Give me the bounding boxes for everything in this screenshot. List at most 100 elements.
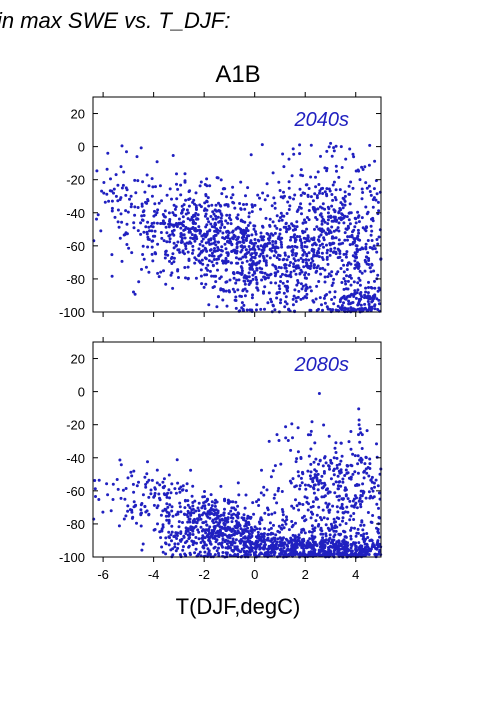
- scatter-point: [332, 517, 336, 521]
- scatter-point: [172, 241, 176, 245]
- scatter-point: [324, 538, 328, 542]
- scatter-point: [351, 452, 355, 456]
- scatter-point: [348, 295, 352, 298]
- scatter-point: [105, 482, 109, 486]
- scatter-point: [361, 489, 365, 493]
- scatter-point: [274, 281, 278, 285]
- scatter-point: [336, 304, 340, 308]
- scatter-point: [193, 227, 197, 230]
- scatter-point: [145, 232, 149, 236]
- scatter-point: [276, 270, 280, 273]
- scatter-point: [328, 536, 332, 540]
- scatter-point: [376, 289, 380, 293]
- scatter-point: [349, 546, 353, 550]
- scatter-point: [290, 541, 294, 545]
- scatter-point: [313, 548, 317, 552]
- x-tick-label: 0: [251, 567, 258, 582]
- scatter-point: [212, 212, 216, 216]
- scatter-point: [368, 305, 372, 309]
- scatter-point: [218, 528, 222, 532]
- scatter-point: [147, 478, 151, 482]
- scatter-point: [343, 474, 347, 477]
- scatter-point: [243, 506, 247, 510]
- scatter-point: [336, 226, 340, 230]
- scatter-point: [117, 225, 121, 229]
- scatter-point: [211, 263, 215, 267]
- scatter-point: [274, 543, 278, 547]
- scatter-point: [176, 481, 180, 485]
- scatter-point: [299, 173, 303, 177]
- scatter-point: [337, 216, 341, 220]
- scatter-point: [310, 420, 314, 424]
- scatter-point: [364, 307, 368, 311]
- scatter-point: [245, 259, 249, 263]
- scatter-point: [175, 458, 179, 462]
- scatter-point: [225, 195, 228, 199]
- scatter-point: [310, 547, 314, 550]
- scatter-point: [153, 202, 157, 206]
- scatter-point: [227, 231, 231, 235]
- scatter-point: [269, 531, 273, 535]
- scatter-point: [281, 214, 284, 218]
- scatter-point: [300, 546, 304, 550]
- scatter-point: [336, 270, 340, 274]
- scatter-point: [351, 230, 354, 234]
- scatter-point: [207, 303, 211, 307]
- scatter-point: [158, 483, 162, 487]
- scatter-point: [312, 263, 316, 267]
- scatter-point: [107, 199, 111, 203]
- scatter-point: [358, 178, 362, 182]
- scatter-point: [183, 252, 186, 256]
- scatter-point: [359, 505, 363, 509]
- scatter-point: [362, 476, 366, 480]
- scatter-point: [282, 190, 285, 194]
- scatter-point: [207, 220, 211, 224]
- scatter-point: [203, 529, 207, 533]
- scatter-point: [354, 256, 358, 260]
- scatter-point: [141, 493, 145, 497]
- scatter-point: [298, 553, 302, 557]
- scatter-point: [241, 255, 245, 259]
- scatter-point: [310, 257, 314, 261]
- scatter-point: [291, 250, 295, 254]
- scatter-point: [102, 181, 106, 184]
- scatter-point: [252, 553, 256, 557]
- scatter-point: [239, 180, 243, 184]
- scatter-point: [282, 257, 286, 261]
- scatter-point: [350, 464, 354, 468]
- scatter-point: [313, 210, 317, 214]
- scatter-point: [375, 192, 379, 196]
- scatter-point: [147, 495, 151, 499]
- scatter-point: [227, 512, 231, 516]
- scatter-point: [235, 271, 239, 275]
- scatter-point: [313, 526, 317, 530]
- scatter-point: [355, 250, 359, 254]
- scatter-point: [236, 288, 240, 292]
- scatter-point: [323, 483, 327, 487]
- scatter-point: [267, 291, 271, 295]
- scatter-point: [329, 214, 333, 218]
- scatter-point: [164, 250, 168, 254]
- scatter-point: [233, 530, 237, 533]
- scatter-point: [344, 227, 348, 231]
- scatter-point: [204, 512, 208, 516]
- scatter-point: [245, 226, 249, 230]
- scatter-point: [376, 273, 380, 277]
- scatter-point: [220, 541, 224, 545]
- scatter-point: [377, 235, 381, 239]
- scatter-point: [312, 487, 316, 491]
- scatter-point: [257, 247, 261, 251]
- scatter-point: [190, 508, 194, 512]
- scatter-point: [326, 228, 330, 232]
- scatter-point: [260, 539, 264, 543]
- scatter-point: [261, 254, 265, 258]
- scatter-point: [132, 490, 136, 494]
- scatter-point: [305, 500, 309, 504]
- scatter-point: [321, 266, 325, 270]
- scatter-point: [236, 516, 240, 520]
- scatter-point: [248, 308, 252, 312]
- scatter-point: [189, 553, 192, 557]
- scatter-point: [140, 548, 144, 552]
- scatter-point: [293, 542, 297, 546]
- scatter-point: [140, 204, 144, 208]
